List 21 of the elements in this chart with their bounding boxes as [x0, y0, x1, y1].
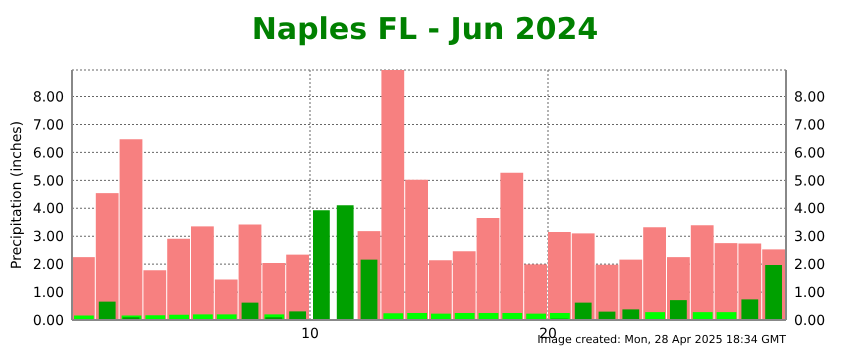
y-tick-label: 5.00: [32, 173, 64, 190]
y2-tick-label: 1.00: [794, 285, 826, 302]
y2-tick-label: 3.00: [794, 229, 826, 246]
y2-tick-label: 0.00: [794, 312, 826, 329]
y2-tick-label: 4.00: [794, 201, 826, 218]
y2-tick-label: 8.00: [794, 90, 826, 106]
y2-tick-label: 7.00: [794, 117, 826, 134]
y-tick-label: 3.00: [32, 229, 64, 246]
y2-tick-label: 6.00: [794, 145, 826, 162]
y-tick-label: 4.00: [32, 201, 64, 218]
x-tick-label: 10: [301, 326, 319, 342]
y-tick-label: 6.00: [32, 145, 64, 162]
y-tick-label: 0.00: [32, 312, 64, 329]
y-axis-title: Precipitation (inches): [9, 120, 25, 270]
y-tick-label: 2.00: [32, 257, 64, 274]
y-tick-label: 7.00: [32, 117, 64, 134]
y2-tick-label: 2.00: [794, 257, 826, 274]
chart-title: Naples FL - Jun 2024: [252, 12, 598, 47]
y-tick-label: 1.00: [32, 285, 64, 302]
y2-tick-label: 5.00: [794, 173, 826, 190]
y-tick-label: 8.00: [32, 90, 64, 106]
